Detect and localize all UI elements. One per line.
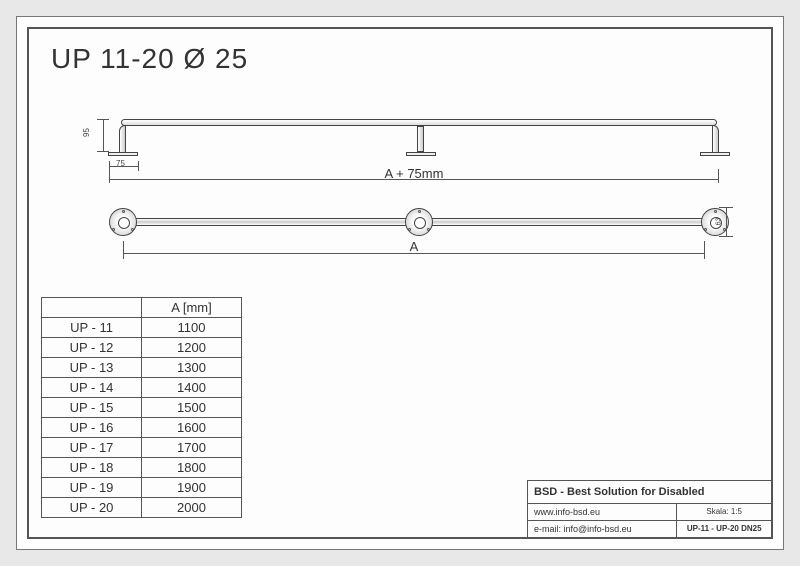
value-cell: 1500 — [142, 398, 242, 418]
company-name: BSD - Best Solution for Disabled — [528, 481, 771, 503]
value-cell: 1300 — [142, 358, 242, 378]
model-cell: UP - 11 — [42, 318, 142, 338]
value-cell: 1400 — [142, 378, 242, 398]
value-cell: 1100 — [142, 318, 242, 338]
model-cell: UP - 20 — [42, 498, 142, 518]
table-row: UP - 171700 — [42, 438, 242, 458]
value-cell: 1800 — [142, 458, 242, 478]
dimension-rosette: 63 — [719, 207, 733, 237]
drawing-title: UP 11-20 Ø 25 — [51, 43, 248, 75]
drawing-sheet: UP 11-20 Ø 25 95 75 A + — [16, 16, 784, 550]
part-number: UP-11 - UP-20 DN25 — [677, 521, 771, 537]
drawing-frame: UP 11-20 Ø 25 95 75 A + — [27, 27, 773, 539]
dim-label: 95 — [82, 128, 91, 137]
table-row: UP - 141400 — [42, 378, 242, 398]
model-cell: UP - 16 — [42, 418, 142, 438]
email: e-mail: info@info-bsd.eu — [528, 521, 677, 537]
dim-label: 63 — [715, 218, 722, 226]
technical-drawing: 95 75 A + 75mm A 6 — [79, 109, 739, 279]
table-row: UP - 131300 — [42, 358, 242, 378]
scale: Skala: 1:5 — [677, 504, 771, 520]
model-cell: UP - 17 — [42, 438, 142, 458]
model-cell: UP - 18 — [42, 458, 142, 478]
model-cell: UP - 15 — [42, 398, 142, 418]
table-header: A [mm] — [142, 298, 242, 318]
value-cell: 1200 — [142, 338, 242, 358]
model-cell: UP - 14 — [42, 378, 142, 398]
front-view — [109, 207, 729, 237]
model-cell: UP - 12 — [42, 338, 142, 358]
table-row: UP - 161600 — [42, 418, 242, 438]
dim-label: A — [124, 239, 704, 254]
website: www.info-bsd.eu — [528, 504, 677, 520]
side-view — [109, 119, 729, 159]
model-cell: UP - 19 — [42, 478, 142, 498]
table-body: A [mm]UP - 111100UP - 121200UP - 131300U… — [42, 298, 242, 518]
table-row: UP - 111100 — [42, 318, 242, 338]
table-header — [42, 298, 142, 318]
title-block: BSD - Best Solution for Disabled www.inf… — [527, 480, 771, 537]
table-row: UP - 121200 — [42, 338, 242, 358]
value-cell: 2000 — [142, 498, 242, 518]
dimension-height: 95 — [97, 119, 109, 152]
value-cell: 1700 — [142, 438, 242, 458]
table-row: UP - 202000 — [42, 498, 242, 518]
value-cell: 1900 — [142, 478, 242, 498]
table-row: UP - 151500 — [42, 398, 242, 418]
model-cell: UP - 13 — [42, 358, 142, 378]
dimension-table: A [mm]UP - 111100UP - 121200UP - 131300U… — [41, 297, 242, 518]
dimension-overall: A + 75mm — [109, 169, 719, 183]
table-row: UP - 191900 — [42, 478, 242, 498]
dimension-length: A — [123, 241, 705, 259]
dim-label: A + 75mm — [110, 166, 718, 181]
table-row: UP - 181800 — [42, 458, 242, 478]
value-cell: 1600 — [142, 418, 242, 438]
